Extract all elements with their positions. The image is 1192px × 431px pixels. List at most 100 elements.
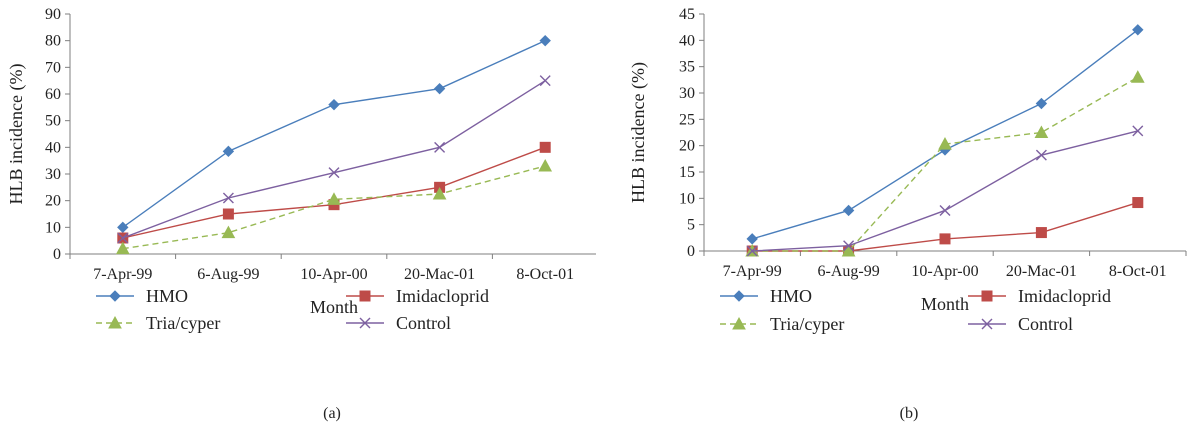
data-point: [432, 186, 447, 200]
data-point: [539, 34, 551, 47]
data-point: [539, 75, 551, 87]
legend-entry: HMO: [720, 286, 812, 306]
y-tick-label: 40: [45, 139, 61, 156]
data-point: [1130, 70, 1145, 83]
series-line: [752, 76, 1139, 252]
data-point: [328, 167, 340, 179]
data-point: [222, 208, 234, 220]
data-point: [939, 233, 951, 245]
x-tick-label: 7-Apr-99: [93, 266, 152, 283]
legend-marker: [109, 290, 121, 302]
data-point: [539, 141, 551, 153]
y-tick-label: 20: [679, 138, 695, 155]
x-tick-label: 6-Aug-99: [817, 263, 879, 280]
x-tick-label: 8-Oct-01: [1109, 263, 1167, 280]
data-point: [222, 145, 235, 158]
data-point: [1035, 97, 1048, 110]
y-tick-label: 45: [679, 6, 695, 23]
legend-entry: Imidacloprid: [346, 286, 489, 306]
y-tick-label: 50: [45, 113, 61, 130]
series-line: [752, 29, 1139, 240]
x-tick-label: 20-Mac-01: [1006, 263, 1077, 280]
x-axis-title: Month: [921, 294, 969, 314]
chart-b-svg: 0 5 10 15 20 25 30 35 40 45 7-Apr-99 6-Aug-99 10-Apr…: [628, 6, 1187, 422]
legend-entry: Tria/cyper: [720, 314, 844, 334]
y-tick-label: 30: [679, 85, 695, 102]
y-tick-label: 10: [45, 219, 61, 236]
chart-panel-a: 0 10 20 30 40 50 60 70 80 90 7-Apr-99 6-Aug-99 10-Ap…: [6, 6, 596, 422]
data-point: [434, 141, 446, 153]
data-point: [221, 225, 236, 239]
data-point: [1132, 125, 1144, 137]
legend-label: HMO: [770, 286, 812, 306]
legend-marker: [732, 316, 746, 330]
y-tick-label: 90: [45, 6, 61, 23]
series-tria-cyper: [115, 158, 553, 255]
legend-marker: [108, 315, 122, 329]
y-axis-title: HLB incidence (%): [6, 64, 27, 205]
data-point: [938, 137, 952, 150]
data-point: [117, 232, 129, 244]
legend-entry: Imidacloprid: [968, 286, 1111, 306]
y-tick-label: 0: [53, 246, 61, 263]
data-point: [327, 192, 341, 205]
legend-label: Control: [396, 313, 451, 333]
legend-entry: HMO: [96, 286, 188, 306]
series-line: [122, 165, 546, 250]
series-hmo: [117, 34, 551, 234]
panel-caption: (a): [323, 405, 341, 422]
y-tick-label: 0: [687, 243, 695, 260]
y-tick-label: 60: [45, 86, 61, 103]
data-point: [841, 243, 856, 257]
data-point: [1132, 197, 1144, 209]
data-point: [939, 204, 951, 216]
data-point: [433, 82, 446, 95]
y-tick-label: 5: [687, 217, 695, 234]
y-tick-label: 35: [679, 59, 695, 76]
y-tick-label: 30: [45, 166, 61, 183]
legend-marker: [733, 290, 745, 302]
y-tick-label: 10: [679, 190, 695, 207]
data-point: [222, 192, 234, 204]
chart-a-svg: 0 10 20 30 40 50 60 70 80 90 7-Apr-99 6-Aug-99 10-Ap…: [6, 6, 596, 422]
data-point: [1035, 227, 1047, 239]
legend-label: Control: [1018, 314, 1073, 334]
chart-panel-b: 0 5 10 15 20 25 30 35 40 45 7-Apr-99 6-Aug-99 10-Apr…: [596, 0, 1192, 431]
data-point: [843, 240, 855, 252]
legend-label: Tria/cyper: [770, 314, 844, 334]
data-point: [1132, 24, 1144, 36]
data-point: [328, 98, 340, 111]
x-tick-label: 20-Mac-01: [404, 266, 475, 283]
y-tick-label: 40: [679, 32, 695, 49]
legend-entry: Control: [346, 313, 451, 333]
data-point: [117, 221, 129, 234]
legend-label: Tria/cyper: [146, 313, 220, 333]
legend-label: Imidacloprid: [396, 286, 489, 306]
y-tick-label: 70: [45, 59, 61, 76]
series-control: [746, 125, 1144, 257]
y-tick-label: 20: [45, 193, 61, 210]
y-tick-label: 15: [679, 164, 695, 181]
data-point: [746, 245, 758, 257]
x-tick-label: 8-Oct-01: [516, 266, 574, 283]
series-tria-cyper: [745, 70, 1145, 257]
x-tick-label: 7-Apr-99: [723, 263, 782, 280]
legend-marker: [359, 290, 371, 302]
series-control: [117, 75, 551, 244]
data-point: [115, 241, 130, 255]
series-imidacloprid: [746, 197, 1144, 257]
y-axis-title: HLB incidence (%): [628, 62, 649, 203]
legend-entry: Tria/cyper: [96, 313, 220, 333]
legend-label: Imidacloprid: [1018, 286, 1111, 306]
legend-marker: [359, 317, 371, 329]
y-tick-label: 25: [679, 111, 695, 128]
data-point: [1035, 149, 1047, 161]
legend-marker: [981, 290, 993, 302]
data-point: [538, 158, 553, 172]
data-point: [1034, 125, 1049, 138]
panel-caption: (b): [900, 405, 919, 422]
x-tick-label: 6-Aug-99: [197, 266, 259, 283]
x-tick-label: 10-Apr-00: [300, 266, 367, 283]
data-point: [746, 233, 758, 245]
series-hmo: [746, 24, 1144, 245]
